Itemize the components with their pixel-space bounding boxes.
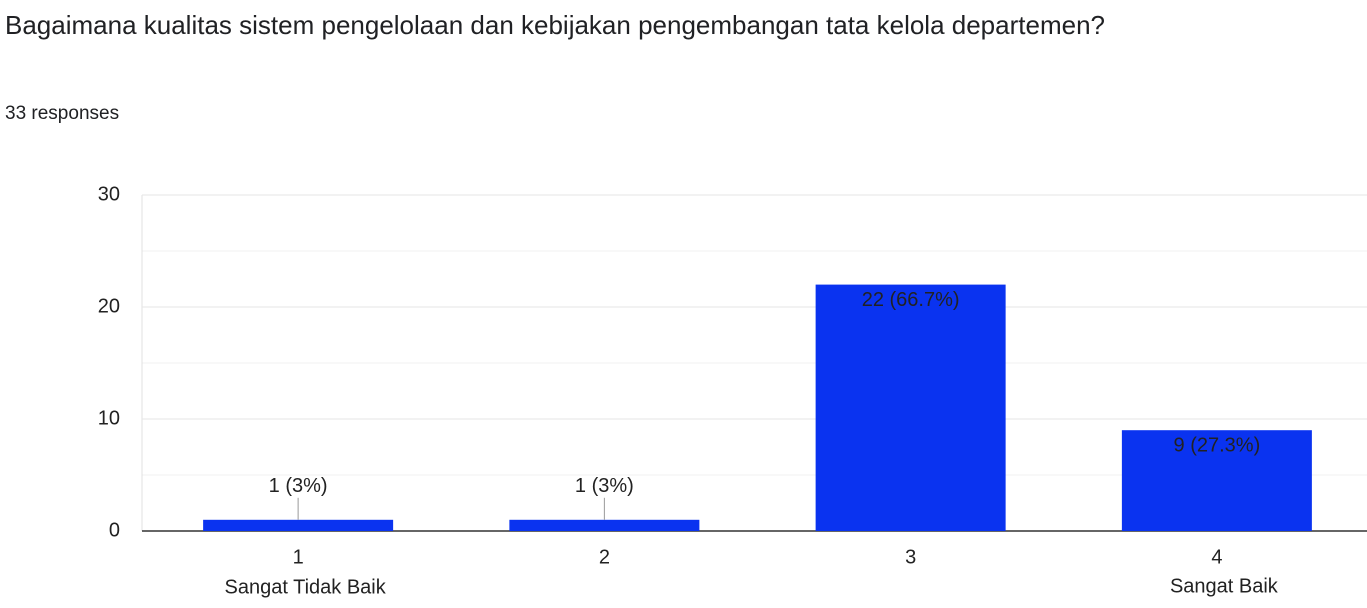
response-count: 33 responses — [5, 103, 120, 124]
scale-low-label: Sangat Tidak Baik — [225, 576, 387, 598]
x-tick-label: 1 — [293, 546, 304, 568]
bar — [509, 519, 700, 531]
value-label: 22 (66.7%) — [862, 289, 960, 311]
value-label: 1 (3%) — [269, 475, 328, 497]
x-tick-label: 2 — [599, 546, 610, 568]
scale-high-label: Sangat Baik — [1170, 575, 1279, 597]
x-tick-label: 4 — [1211, 546, 1222, 568]
bar — [1121, 430, 1312, 531]
value-label: 9 (27.3%) — [1174, 434, 1261, 456]
y-tick-label: 20 — [98, 295, 120, 317]
bar — [815, 284, 1006, 531]
question-title: Bagaimana kualitas sistem pengelolaan da… — [5, 10, 1105, 40]
bar — [203, 519, 394, 531]
value-label: 1 (3%) — [575, 475, 634, 497]
y-tick-label: 30 — [98, 183, 120, 205]
y-tick-label: 0 — [109, 519, 120, 541]
x-tick-label: 3 — [905, 546, 916, 568]
y-tick-label: 10 — [98, 407, 120, 429]
